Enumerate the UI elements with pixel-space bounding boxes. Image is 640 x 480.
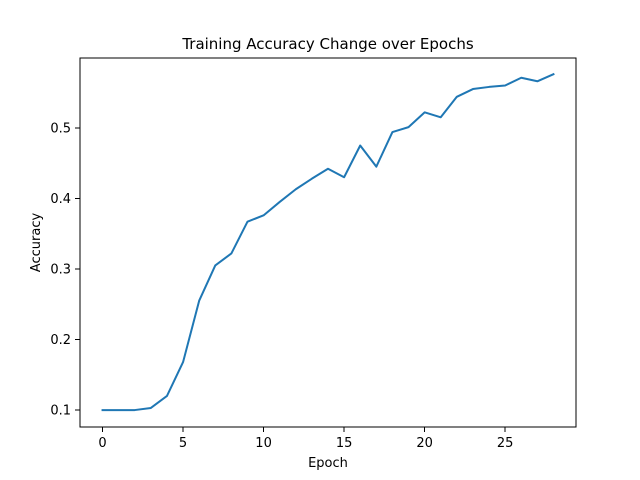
y-axis-ticks: 0.1 0.2 0.3 0.4 0.5 (50, 121, 80, 419)
y-tick-label: 0.1 (50, 404, 71, 419)
x-tick-label: 5 (179, 436, 187, 451)
x-axis-label: Epoch (308, 456, 348, 471)
x-tick-label: 25 (497, 436, 514, 451)
x-tick-label: 15 (336, 436, 353, 451)
x-axis-ticks: 0 5 10 15 20 25 (98, 427, 513, 451)
x-tick-label: 0 (98, 436, 106, 451)
y-tick-label: 0.3 (50, 262, 71, 277)
x-tick-label: 10 (255, 436, 272, 451)
series-layer (101, 72, 555, 412)
y-axis-label: Accuracy (29, 213, 44, 273)
chart-title: Training Accuracy Change over Epochs (181, 35, 474, 53)
series-line-0 (101, 72, 555, 412)
plot-area-frame (79, 57, 577, 428)
x-tick-label: 20 (416, 436, 433, 451)
y-tick-label: 0.2 (50, 333, 71, 348)
y-tick-label: 0.4 (50, 192, 71, 207)
y-tick-label: 0.5 (50, 121, 71, 136)
